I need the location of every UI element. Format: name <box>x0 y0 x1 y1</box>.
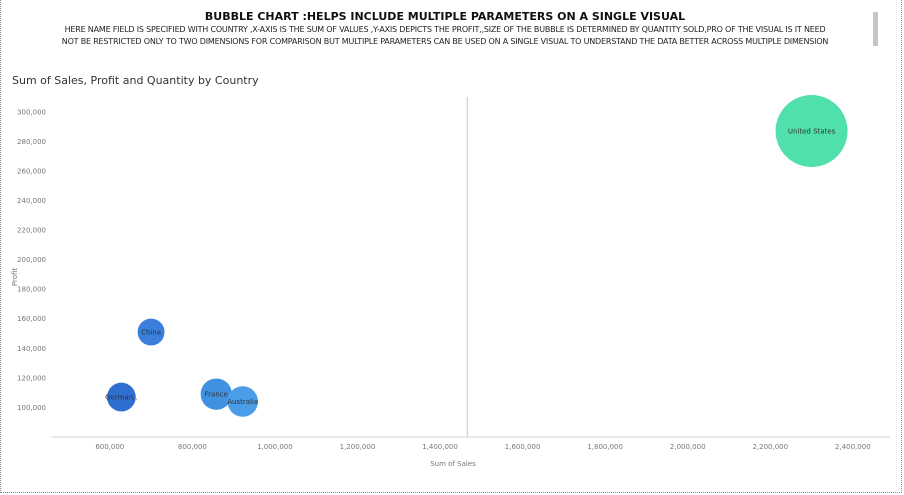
textbox-scrollbar[interactable] <box>873 12 878 46</box>
y-axis-title: Profit <box>11 268 19 287</box>
y-tick-label: 160,000 <box>17 315 46 323</box>
bubble-label: German.. <box>105 394 137 402</box>
bubble-label: United States <box>788 128 836 136</box>
y-tick-label: 220,000 <box>17 227 46 235</box>
bubble[interactable] <box>775 95 848 167</box>
page-title: BUBBLE CHART :HELPS INCLUDE MULTIPLE PAR… <box>204 10 686 23</box>
header: BUBBLE CHART :HELPS INCLUDE MULTIPLE PAR… <box>20 10 870 48</box>
bubble[interactable] <box>200 378 232 410</box>
y-tick-label: 100,000 <box>17 404 46 412</box>
bubble-label: France <box>205 391 228 399</box>
y-tick-label: 180,000 <box>17 286 46 294</box>
bubble[interactable] <box>106 382 136 412</box>
bubble-label: China <box>141 329 161 337</box>
bubble[interactable] <box>137 318 165 346</box>
x-axis-title: Sum of Sales <box>430 460 476 468</box>
x-tick-label: 2,200,000 <box>752 443 788 451</box>
x-tick-label: 2,400,000 <box>835 443 871 451</box>
x-tick-label: 1,600,000 <box>505 443 541 451</box>
x-tick-label: 800,000 <box>178 443 207 451</box>
y-tick-label: 240,000 <box>17 197 46 205</box>
y-tick-label: 140,000 <box>17 345 46 353</box>
description-line-1: HERE NAME FIELD IS SPECIFIED WITH COUNTR… <box>64 25 826 34</box>
bubble[interactable] <box>227 386 258 417</box>
y-tick-label: 300,000 <box>17 108 46 116</box>
x-tick-label: 600,000 <box>95 443 124 451</box>
y-tick-label: 280,000 <box>17 138 46 146</box>
bubble-label: Australia <box>227 398 258 406</box>
x-tick-label: 2,000,000 <box>670 443 706 451</box>
x-tick-label: 1,200,000 <box>340 443 376 451</box>
description-line-2: NOT BE RESTRICTED ONLY TO TWO DIMENSIONS… <box>61 37 829 46</box>
x-tick-label: 1,000,000 <box>257 443 293 451</box>
y-tick-label: 120,000 <box>17 374 46 382</box>
x-tick-label: 1,800,000 <box>587 443 623 451</box>
y-tick-label: 200,000 <box>17 256 46 264</box>
y-tick-label: 260,000 <box>17 167 46 175</box>
chart-title: Sum of Sales, Profit and Quantity by Cou… <box>12 74 259 87</box>
x-tick-label: 1,400,000 <box>422 443 458 451</box>
